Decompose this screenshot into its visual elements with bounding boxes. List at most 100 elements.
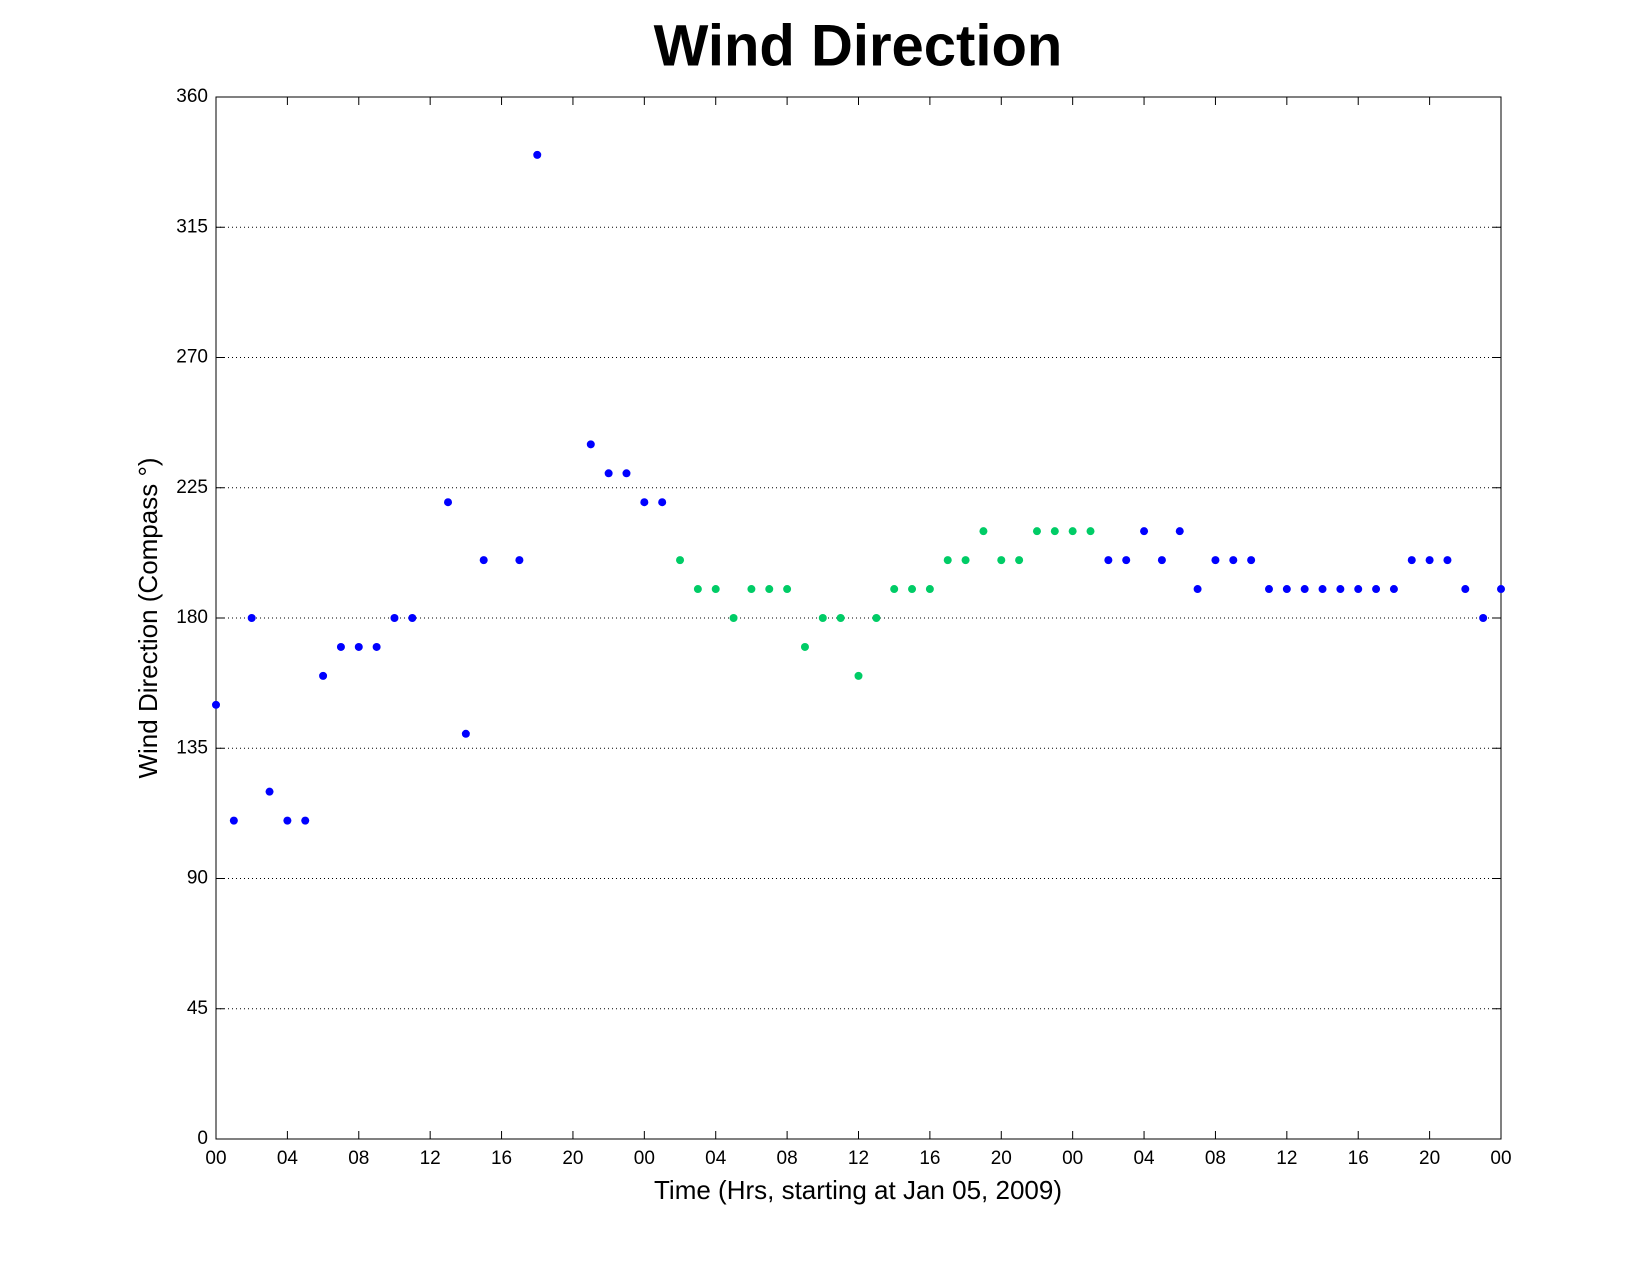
y-tick-label: 360 bbox=[176, 86, 208, 107]
data-point bbox=[800, 642, 809, 651]
x-tick-label: 20 bbox=[991, 1148, 1012, 1169]
data-point bbox=[729, 614, 738, 622]
y-tick-label: 270 bbox=[176, 347, 208, 368]
data-point bbox=[783, 585, 792, 594]
data-point bbox=[854, 671, 863, 680]
x-axis-label: Time (Hrs, starting at Jan 05, 2009) bbox=[654, 1175, 1062, 1205]
y-axis-label: Wind Direction (Compass °) bbox=[133, 457, 163, 778]
data-point bbox=[818, 614, 827, 622]
data-point bbox=[586, 440, 595, 449]
data-point bbox=[908, 585, 917, 594]
data-point bbox=[640, 498, 649, 507]
data-point bbox=[1015, 556, 1024, 565]
data-point bbox=[1211, 556, 1220, 565]
data-point bbox=[658, 498, 667, 507]
data-point bbox=[836, 614, 845, 622]
data-point bbox=[676, 556, 685, 565]
x-tick-label: 08 bbox=[348, 1148, 369, 1169]
data-point bbox=[336, 642, 345, 651]
data-point bbox=[1425, 556, 1434, 565]
data-point bbox=[1050, 527, 1059, 536]
x-tick-label: 16 bbox=[491, 1148, 512, 1169]
data-point bbox=[747, 585, 756, 594]
data-point bbox=[1264, 585, 1273, 594]
data-point bbox=[604, 469, 613, 478]
y-tick-label: 45 bbox=[187, 998, 208, 1019]
x-tick-label: 12 bbox=[848, 1148, 869, 1169]
x-tick-label: 00 bbox=[634, 1148, 655, 1169]
data-point bbox=[1104, 556, 1113, 565]
x-tick-label: 20 bbox=[562, 1148, 583, 1169]
y-tick-label: 0 bbox=[197, 1128, 208, 1149]
data-point bbox=[765, 585, 774, 594]
data-point bbox=[1193, 585, 1202, 594]
x-tick-label: 00 bbox=[1490, 1148, 1511, 1169]
data-point bbox=[1372, 585, 1381, 594]
y-tick-label: 225 bbox=[176, 477, 208, 498]
data-point bbox=[925, 585, 934, 594]
data-point bbox=[890, 585, 899, 594]
x-tick-label: 16 bbox=[919, 1148, 940, 1169]
data-point bbox=[1032, 527, 1041, 536]
data-point bbox=[283, 816, 292, 825]
x-tick-label: 04 bbox=[277, 1148, 299, 1169]
data-point bbox=[997, 556, 1006, 565]
x-tick-label: 16 bbox=[1348, 1148, 1369, 1169]
data-point bbox=[408, 614, 417, 622]
data-point bbox=[461, 729, 470, 738]
x-tick-label: 00 bbox=[205, 1148, 226, 1169]
data-point bbox=[479, 556, 488, 565]
data-point bbox=[872, 614, 881, 622]
data-point bbox=[1318, 585, 1327, 594]
data-point bbox=[1157, 556, 1166, 565]
data-point bbox=[247, 614, 256, 622]
data-point bbox=[301, 816, 310, 825]
data-point bbox=[1282, 585, 1291, 594]
data-point bbox=[979, 527, 988, 536]
data-point bbox=[515, 556, 524, 565]
y-tick-label: 90 bbox=[187, 868, 208, 889]
data-point bbox=[622, 469, 631, 478]
data-point bbox=[212, 700, 220, 709]
data-point bbox=[1068, 527, 1077, 536]
plot-frame bbox=[215, 96, 1502, 1140]
x-tick-label: 00 bbox=[1062, 1148, 1083, 1169]
data-point bbox=[711, 585, 720, 594]
data-point bbox=[354, 642, 363, 651]
data-point bbox=[533, 150, 542, 159]
data-point bbox=[1229, 556, 1238, 565]
data-point bbox=[1407, 556, 1416, 565]
data-point bbox=[1140, 527, 1149, 536]
data-point bbox=[1443, 556, 1452, 565]
data-point bbox=[1461, 585, 1470, 594]
data-point bbox=[1300, 585, 1309, 594]
data-point bbox=[1389, 585, 1398, 594]
y-tick-label: 135 bbox=[176, 737, 208, 758]
x-tick-label: 08 bbox=[1205, 1148, 1226, 1169]
data-point bbox=[390, 614, 399, 622]
data-point bbox=[319, 671, 328, 680]
data-point bbox=[1175, 527, 1184, 536]
data-point bbox=[229, 816, 238, 825]
data-point bbox=[1086, 527, 1095, 536]
chart-title: Wind Direction bbox=[654, 13, 1063, 78]
data-point bbox=[1497, 585, 1505, 594]
x-tick-label: 08 bbox=[777, 1148, 798, 1169]
data-point bbox=[1122, 556, 1131, 565]
data-point bbox=[1479, 614, 1488, 622]
x-tick-label: 04 bbox=[705, 1148, 727, 1169]
y-tick-label: 180 bbox=[176, 607, 208, 628]
y-tick-label: 315 bbox=[176, 216, 208, 237]
data-point bbox=[693, 585, 702, 594]
data-point bbox=[1354, 585, 1363, 594]
data-point bbox=[265, 787, 274, 796]
x-tick-label: 20 bbox=[1419, 1148, 1440, 1169]
data-point bbox=[943, 556, 952, 565]
data-point bbox=[1247, 556, 1256, 565]
data-point bbox=[1336, 585, 1345, 594]
x-tick-label: 04 bbox=[1133, 1148, 1155, 1169]
data-point bbox=[961, 556, 970, 565]
data-point bbox=[444, 498, 453, 507]
